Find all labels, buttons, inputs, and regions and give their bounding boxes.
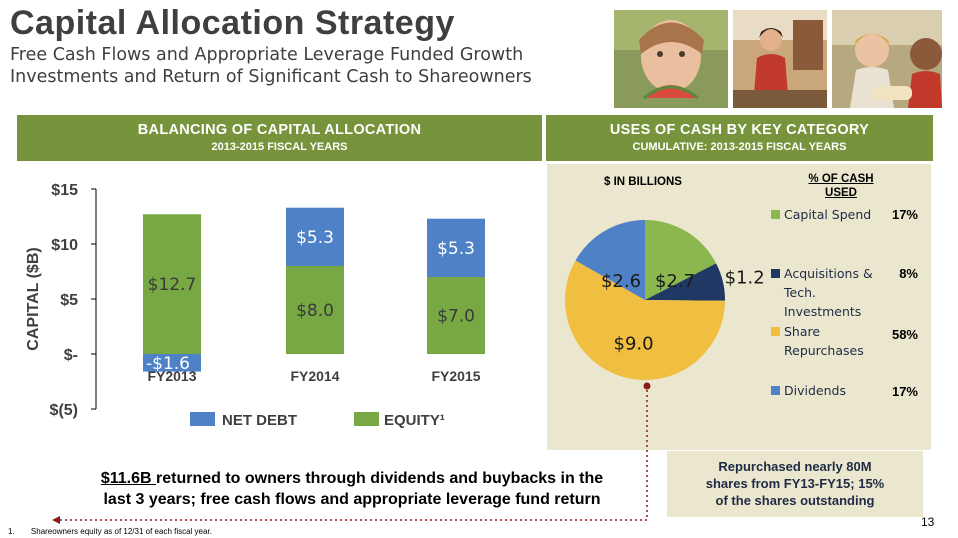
footnote-number: 1. (8, 527, 15, 536)
page-number: 13 (921, 515, 935, 529)
bar-marks (143, 207, 485, 372)
right-band-subtitle: CUMULATIVE: 2013-2015 FISCAL YEARS (632, 141, 847, 153)
bar-net-debt (143, 354, 201, 372)
right-band-header: USES OF CASH BY KEY CATEGORY CUMULATIVE:… (546, 115, 933, 161)
photo-kitchen-woman-image (733, 10, 827, 108)
legend-acq-line-1: Acquisitions & (784, 266, 873, 281)
legend-dividends: Dividends (784, 383, 846, 398)
repurchase-line-1: Repurchased nearly 80M (718, 459, 872, 474)
y-tick-label: $10 (51, 237, 78, 254)
legend-swatch-equity (354, 412, 379, 426)
pie-labels: $2.7 $1.2 $9.0 $2.6 (601, 267, 765, 354)
legend-acq-line-2: Tech. (784, 285, 816, 300)
uses-of-cash-pie-chart: $2.7 $1.2 $9.0 $2.6 (565, 220, 765, 380)
bar-equity (427, 277, 485, 354)
pie-slice (645, 263, 725, 301)
pie-slice-label: $9.0 (614, 333, 654, 354)
repurchase-callout: Repurchased nearly 80M shares from FY13-… (667, 451, 923, 517)
legend-acquisitions: Acquisitions & Tech. Investments (784, 264, 873, 321)
pct-header-line-1: % OF CASH (808, 173, 874, 185)
photo-kids-eating (832, 10, 942, 108)
y-tick-label: $(5) (50, 402, 78, 419)
pct-cash-used-header: % OF CASH USED (796, 172, 886, 200)
subtitle-line-2: Investments and Return of Significant Ca… (10, 67, 532, 87)
legend-acq-line-3: Investments (784, 304, 862, 319)
repurchase-line-3: of the shares outstanding (715, 493, 875, 508)
y-axis-label: CAPITAL ($B) (25, 247, 42, 350)
subtitle-line-1: Free Cash Flows and Appropriate Leverage… (10, 45, 524, 65)
legend-swatch-share-repurchases (771, 327, 780, 336)
pie-slices (565, 220, 725, 380)
pct-capital-spend: 17% (891, 207, 918, 222)
legend-net-debt: NET DEBT (222, 412, 297, 429)
bar-label-equity: $7.0 (437, 307, 475, 327)
connector-line (60, 390, 648, 521)
summary-highlight: $11.6B (100, 470, 156, 487)
y-tick-label: $5 (60, 292, 78, 309)
legend-capital-spend: Capital Spend (784, 207, 872, 222)
connector-dot (643, 382, 651, 390)
legend-share-line-1: Share (784, 324, 821, 339)
bar-y-axis: CAPITAL ($B) $15 $10 $5 $- $(5) (25, 182, 97, 419)
summary-line-1: returned to owners through dividends and… (156, 470, 604, 487)
bar-label-net-debt: $5.3 (296, 228, 334, 248)
units-label: $ IN BILLIONS (604, 176, 682, 188)
capital-allocation-bar-chart: CAPITAL ($B)$15$10$5$-$(5) $12.7-$1.6FY2… (25, 182, 485, 429)
x-category-label: FY2013 (147, 368, 196, 384)
bar-net-debt (286, 207, 344, 266)
pct-header-line-2: USED (825, 187, 857, 199)
legend-share-line-2: Repurchases (784, 343, 864, 358)
legend-swatch-dividends (771, 386, 780, 395)
page-subtitle: Free Cash Flows and Appropriate Leverage… (10, 44, 532, 88)
bar-equity (143, 214, 201, 354)
page-title: Capital Allocation Strategy (10, 4, 455, 42)
footnote-text: Shareowners equity as of 12/31 of each f… (30, 527, 212, 536)
pie-slice (575, 220, 645, 300)
bar-label-net-debt: -$1.6 (146, 354, 190, 374)
y-tick-label: $- (64, 347, 78, 364)
legend-share-repurchases: Share Repurchases (784, 322, 864, 360)
x-category-label: FY2015 (431, 368, 480, 384)
footnote: 1. Shareowners equity as of 12/31 of eac… (8, 527, 212, 536)
left-band-title: BALANCING OF CAPITAL ALLOCATION (137, 122, 422, 138)
pct-share-repurchases: 58% (891, 327, 918, 342)
photo-kids-eating-image (832, 10, 942, 108)
repurchase-line-2: shares from FY13-FY15; 15% (705, 476, 885, 491)
bar-legend: NET DEBT EQUITY¹ (190, 412, 445, 429)
summary-line-2: last 3 years; free cash flows and approp… (103, 491, 601, 508)
left-band-header: BALANCING OF CAPITAL ALLOCATION 2013-201… (17, 115, 542, 161)
bar-net-debt (427, 218, 485, 277)
bar-label-net-debt: $5.3 (437, 239, 475, 259)
right-band-title: USES OF CASH BY KEY CATEGORY (609, 122, 870, 138)
bar-equity (286, 266, 344, 354)
legend-swatch-net-debt (190, 412, 215, 426)
pct-acquisitions: 8% (899, 266, 918, 281)
legend-equity: EQUITY¹ (384, 412, 445, 429)
summary-text: $11.6B returned to owners through divide… (48, 468, 656, 510)
y-tick-label: $15 (51, 182, 78, 199)
bar-label-equity: $8.0 (296, 301, 334, 321)
pie-slice (565, 260, 725, 380)
pie-slice-label: $1.2 (725, 267, 765, 288)
x-category-label: FY2014 (290, 368, 339, 384)
legend-swatch-capital-spend (771, 210, 780, 219)
left-band-subtitle: 2013-2015 FISCAL YEARS (211, 141, 348, 153)
pie-slice (645, 220, 717, 300)
pct-dividends: 17% (891, 384, 918, 399)
pie-slice-label: $2.7 (655, 271, 695, 292)
legend-swatch-acquisitions (771, 269, 780, 278)
connector-arrowhead (52, 516, 60, 524)
bar-label-equity: $12.7 (148, 275, 197, 295)
photo-girl-watermelon (614, 10, 728, 108)
pie-slice-label: $2.6 (601, 271, 641, 292)
photo-kitchen-woman (733, 10, 827, 108)
photo-girl-watermelon-image (614, 10, 728, 108)
